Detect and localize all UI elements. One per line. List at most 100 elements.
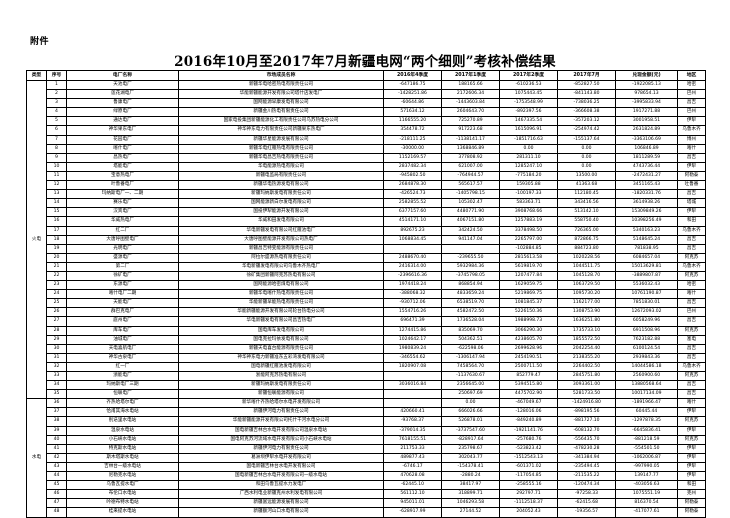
q1-2017-amount: 526878.01 [441, 416, 500, 427]
plant-name: 乌鲁瓦提水电厂 [66, 480, 179, 491]
q1-2017-amount: -3745798.05 [441, 270, 500, 282]
q4-2016-amount: 2582855.52 [383, 198, 442, 209]
row-index: 12 [46, 180, 67, 191]
q2-2017-amount: -1921141.76 [499, 425, 558, 436]
total-amount: 816370.54 [615, 498, 678, 509]
page-title: 2016年10月至2017年7月新疆电网“两个细则”考核补偿结果 [174, 54, 556, 70]
total-amount: 13880568.64 [615, 380, 678, 391]
q2-2017-amount: -258555.16 [499, 480, 558, 491]
region: 伊犁 [677, 471, 706, 482]
q4-2016-amount: 1980839.24 [383, 343, 442, 354]
member-name: 华能新疆早能热电有限责任公司 [178, 298, 384, 309]
q1-2017-amount: 1368846.89 [441, 143, 500, 154]
plant-name: 别迭里水电站 [66, 416, 179, 427]
q4-2016-amount: -426524.73 [383, 189, 442, 200]
q1-2017-amount: 725270.89 [441, 116, 500, 127]
member-name: 广西水利电业新疆克州水利发电有限公司 [178, 489, 384, 500]
row-index: 36 [46, 398, 67, 409]
table-row: 14 赛乐电厂 国网能源新白尔发电有限公司 2582855.52 105302.47 58… [27, 198, 706, 209]
total-amount: -3889807.87 [615, 270, 678, 282]
q1-2017-amount: -1138141.17 [441, 134, 500, 145]
q1-2017-amount: 917223.68 [441, 125, 500, 136]
row-index: 10 [46, 161, 67, 172]
total-amount: 12672093.02 [615, 307, 678, 318]
column-header-index: 序号 [46, 70, 67, 81]
plant-name: 徐矿电厂 [66, 270, 179, 282]
plant-name: 大唐呼图壁电厂 [66, 234, 179, 245]
q2-2017-amount: 2500711.50 [499, 361, 558, 373]
plant-name: 恒联电厂 [66, 389, 179, 400]
column-header-q4-2016: 2016年4季度 [383, 70, 442, 81]
q1-2017-amount: -2880.24 [441, 471, 500, 482]
plant-name: 叶鲁番电厂 [66, 180, 179, 191]
row-index: 45 [46, 480, 67, 491]
table-row: 12 叶鲁番电厂 新疆华电热源发电有限公司 2684878.30 565617.57 15… [27, 180, 706, 191]
table-row: 21 第二厂 华电新疆发电有限公司乌鲁木齐热电厂 2416314.00 5932984.… [27, 261, 706, 272]
row-index: 37 [46, 407, 67, 418]
type-group-cell: 水电 [26, 398, 47, 518]
region: 和田 [677, 480, 706, 491]
row-index: 28 [46, 325, 67, 336]
q2-2017-amount: 1467335.54 [499, 116, 558, 127]
q1-2017-amount: 835069.70 [441, 325, 500, 336]
total-amount: -3995833.94 [615, 98, 678, 109]
table-row: 4 绿原电厂 新疆金川热电有限责任公司 571634.12 2604643.70 -892… [27, 107, 706, 118]
table-row: 5 通达电厂 国家电投集团新疆能源化工有限责任公司乌苏热电分公司 1166555.20… [27, 116, 706, 127]
member-name: 新疆华电热源发电有限公司 [178, 180, 384, 191]
q2-2017-amount: 0.00 [499, 143, 558, 154]
q1-2017-amount: -1443603.84 [441, 98, 500, 109]
member-name: 新疆电监局有限责任公司 [178, 170, 384, 182]
column-header-q2-2017: 2017年2季度 [499, 70, 558, 81]
member-name: 国家电投集团新疆能源化工有限责任公司乌苏热电分公司 [178, 116, 384, 127]
total-amount: 5340163.23 [615, 225, 678, 236]
q1-2017-amount: 6538519.70 [441, 298, 500, 309]
member-name: 国电库车发电有限公司 [178, 325, 384, 336]
plant-name: 温泉水电站 [66, 425, 179, 436]
q4-2016-amount [383, 389, 442, 400]
region: 昌吉 [677, 298, 706, 309]
total-amount: 7623182.88 [615, 334, 678, 345]
total-amount: 978654.13 [615, 89, 678, 100]
jul-2017-amount: 513142.10 [557, 207, 616, 218]
total-amount: 2631824.89 [615, 125, 678, 136]
region: 昌吉 [677, 343, 706, 354]
q1-2017-amount: 4480771.90 [441, 207, 500, 218]
plant-name: 吉林台一级水电站 [66, 461, 179, 473]
table-row: 3 鲁康电厂 国网能源早康发电有限公司 -60644.86 -1443603.84 -17… [27, 98, 706, 109]
member-name: 神华神东电力有限责任公司新疆果东热电厂 [178, 125, 384, 136]
total-amount: 6084657.04 [615, 252, 678, 263]
member-name: 新疆天电喜台能源有限责任公司 [178, 343, 384, 354]
row-index: 7 [46, 134, 67, 145]
row-index: 41 [46, 443, 67, 454]
region: 乌鲁木齐 [677, 125, 706, 136]
row-index: 16 [46, 216, 67, 227]
member-name: 阿拉尔盛源热电有限责任公司 [178, 252, 384, 263]
total-amount: 15013629.81 [615, 261, 678, 272]
total-amount: 4743736.44 [615, 161, 678, 172]
total-amount: -2472431.27 [615, 170, 678, 182]
region: 乌鲁木齐 [677, 225, 706, 236]
plant-name: 红二厂 [66, 225, 179, 236]
q4-2016-amount: 6377157.60 [383, 207, 442, 218]
region: 阿克苏 [677, 252, 706, 263]
q4-2016-amount: 561112.10 [383, 489, 442, 500]
row-index: 8 [46, 143, 67, 154]
member-name: 新疆华电昌吉热电有限责任公司 [178, 152, 384, 163]
member-name: 浙能阿克苏热电有限公司 [178, 370, 384, 382]
plant-name: 宝意热电厂 [66, 170, 179, 182]
q1-2017-amount: -3737547.60 [441, 425, 500, 436]
region: 阿克苏 [677, 370, 706, 382]
jul-2017-amount: 1044511.75 [557, 261, 616, 272]
plant-name: 玛纳斯电厂三期 [66, 380, 179, 391]
q2-2017-amount: -601371.02 [499, 461, 558, 473]
total-amount: 1917271.88 [615, 107, 678, 118]
q4-2016-amount: -930712.06 [383, 298, 442, 309]
column-header-q1-2017: 2017年1季度 [441, 70, 500, 81]
q4-2016-amount: -1428251.86 [383, 89, 442, 100]
q2-2017-amount: 1629059.75 [499, 280, 558, 291]
row-index: 34 [46, 380, 67, 391]
jul-2017-amount: -155137.64 [557, 134, 616, 145]
member-name: 新华喀什齐热哈塔尔水电开发有限公司 [178, 398, 384, 409]
q4-2016-amount: 1024642.17 [383, 334, 442, 345]
jul-2017-amount: 2042254.40 [557, 343, 616, 354]
